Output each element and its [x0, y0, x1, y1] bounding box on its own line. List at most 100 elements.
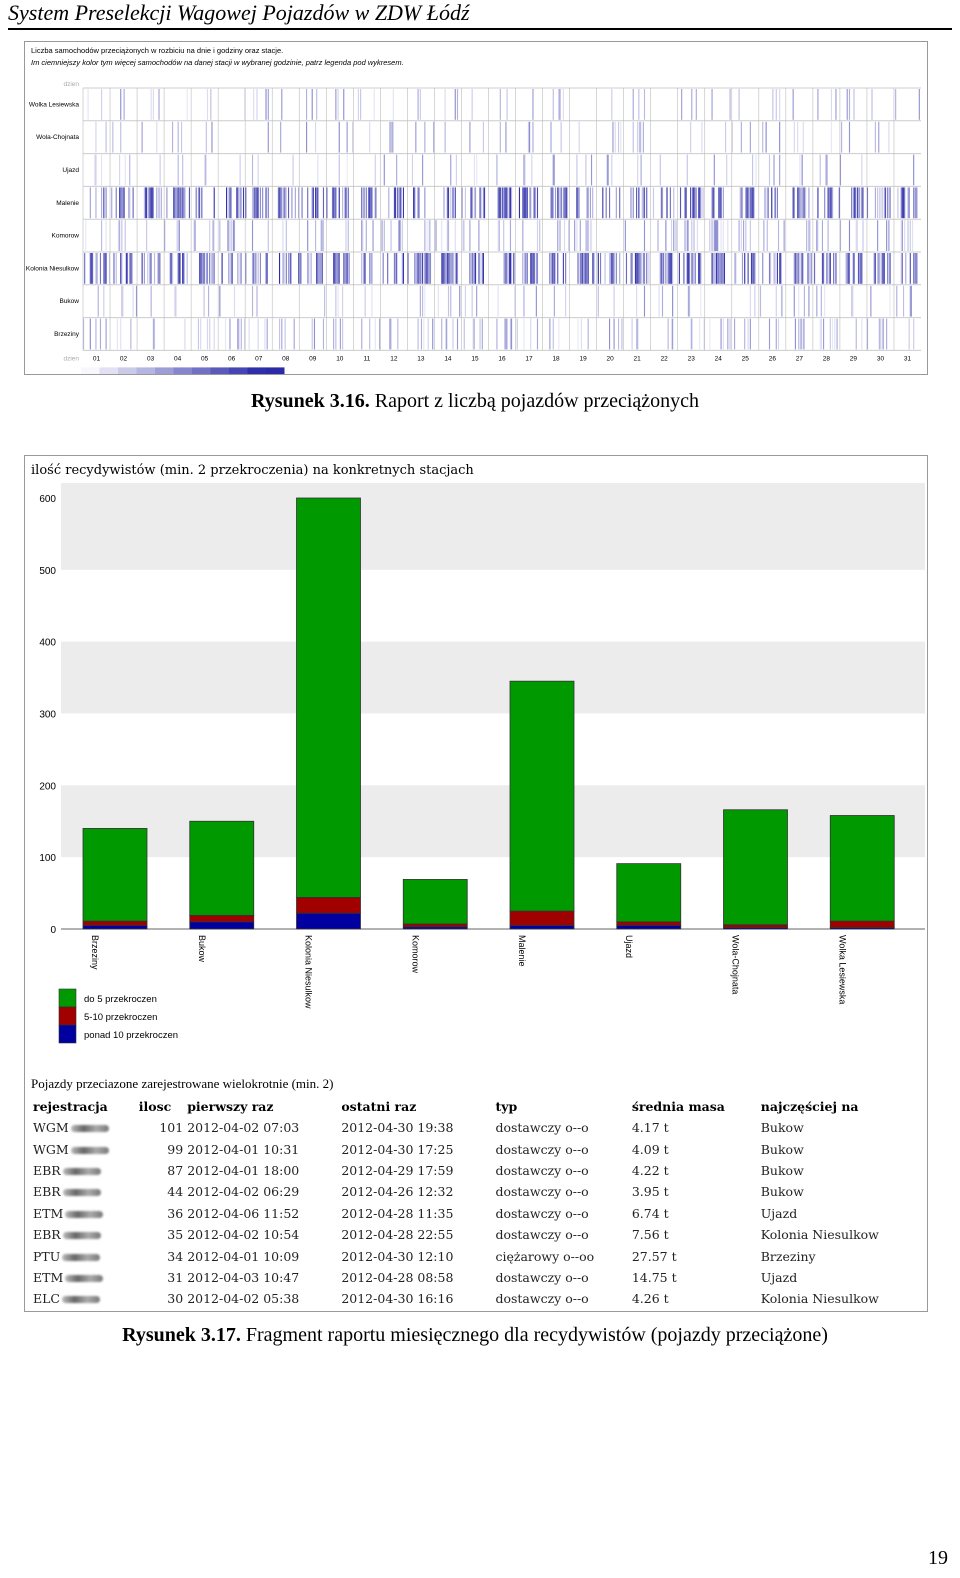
heatmap-cell — [184, 318, 186, 350]
heatmap-cell — [752, 187, 754, 219]
table-cell: 27.57 t — [631, 1248, 677, 1264]
heatmap-cell — [806, 220, 808, 251]
heatmap-day-label: 17 — [525, 355, 533, 362]
heatmap-cell — [749, 220, 751, 251]
heatmap-cell — [587, 318, 589, 350]
heatmap-cell — [618, 318, 620, 350]
heatmap-cell — [574, 220, 576, 251]
heatmap-cell — [563, 220, 566, 251]
heatmap-cell — [365, 187, 367, 219]
table-cell: PTU — [31, 1245, 137, 1266]
table-row: EBR 35 2012-04-02 10:54 2012-04-28 22:55 dos… — [31, 1224, 921, 1245]
heatmap-cell — [164, 220, 166, 251]
heatmap-day-label: 16 — [498, 355, 506, 362]
heatmap-cell — [231, 253, 233, 284]
heatmap-cell — [523, 154, 525, 186]
heatmap-cell — [186, 89, 188, 120]
heatmap-cell — [509, 253, 512, 284]
heatmap-cell — [762, 121, 764, 153]
heatmap-cell — [503, 187, 505, 219]
heatmap-cell — [793, 121, 795, 153]
heatmap-cell — [907, 220, 909, 251]
heatmap-cell — [681, 89, 683, 120]
heatmap-cell — [363, 187, 365, 219]
heatmap-cell — [390, 220, 392, 251]
heatmap-cell — [763, 220, 765, 251]
heatmap-cell — [280, 121, 282, 153]
heatmap-cell — [683, 253, 685, 284]
table-cell: EBR — [31, 1181, 137, 1202]
heatmap-cell — [744, 253, 746, 284]
heatmap-cell — [122, 285, 124, 317]
heatmap-cell — [711, 220, 713, 251]
heatmap-cell — [346, 154, 348, 186]
heatmap-cell — [373, 89, 375, 120]
heatmap-cell — [413, 187, 415, 219]
heatmap-cell — [177, 154, 179, 186]
heatmap-day-label: 13 — [417, 355, 425, 362]
heatmap-cell — [793, 285, 795, 317]
heatmap-cell — [245, 253, 247, 284]
table-cell: 2012-04-29 17:59 — [341, 1162, 454, 1178]
heatmap-cell — [445, 253, 447, 284]
heatmap-cell — [775, 318, 777, 350]
heatmap-cell — [533, 187, 535, 219]
heatmap-legend-swatch — [118, 367, 137, 374]
table-cell: 2012-04-30 16:16 — [341, 1291, 454, 1307]
table-cell: 101 — [159, 1120, 184, 1136]
heatmap-cell — [853, 89, 855, 120]
table-cell: 6.74 t — [631, 1205, 669, 1221]
heatmap-cell — [481, 253, 483, 284]
bar-segment — [402, 879, 468, 925]
heatmap-cell — [879, 318, 881, 350]
heatmap-cell — [141, 253, 143, 284]
heatmap-cell — [444, 253, 446, 284]
heatmap-cell — [256, 89, 258, 120]
column-header: najczęściej na — [760, 1099, 859, 1114]
heatmap-cell — [178, 187, 180, 219]
heatmap-cell — [700, 285, 702, 317]
table-title: Pojazdy przeciazone zarejestrowane wielo… — [31, 1076, 334, 1091]
heatmap-cell — [660, 253, 662, 284]
heatmap-cell — [441, 220, 443, 251]
heatmap-row: Bukow — [59, 284, 921, 317]
caption-label: Rysunek 3.16. — [250, 390, 370, 412]
heatmap-cell — [780, 253, 782, 284]
heatmap-cell — [663, 253, 665, 284]
heatmap-cell — [213, 187, 215, 219]
heatmap-cell — [798, 253, 800, 284]
heatmap-cell — [345, 253, 347, 284]
heatmap-cell — [285, 253, 287, 284]
heatmap-cell — [338, 121, 340, 153]
heatmap-cell — [291, 187, 293, 219]
heatmap-cell — [692, 253, 694, 284]
heatmap-cell — [212, 253, 214, 284]
heatmap-station-label: Brzeziny — [54, 331, 80, 338]
heatmap-cell — [152, 89, 154, 120]
bar-segment — [509, 680, 575, 912]
heatmap-cell — [688, 253, 691, 284]
heatmap-cell — [424, 285, 426, 317]
heatmap-cell — [745, 187, 747, 219]
heatmap-cell — [835, 89, 837, 120]
heatmap-cell — [509, 318, 512, 350]
heatmap-day-label-top: dzien — [63, 81, 79, 88]
heatmap-cell — [504, 253, 506, 284]
heatmap-cell — [712, 187, 714, 219]
table-cell: 2012-04-02 10:54 — [187, 1227, 300, 1243]
heatmap-cell — [741, 187, 744, 219]
heatmap-cell — [115, 253, 117, 284]
heatmap-cell — [908, 187, 910, 219]
heatmap-cell — [525, 187, 527, 219]
heatmap-cell — [553, 253, 555, 284]
heatmap-cell — [290, 253, 292, 284]
heatmap-cell — [129, 187, 131, 219]
heatmap-cell — [361, 318, 363, 350]
heatmap-cell — [259, 253, 261, 284]
heatmap-cell — [779, 154, 781, 186]
heatmap-cell — [232, 220, 234, 251]
heatmap-cell — [130, 253, 132, 284]
heatmap-cell — [200, 253, 202, 284]
heatmap-cell — [639, 253, 641, 284]
heatmap-cell — [720, 187, 722, 219]
